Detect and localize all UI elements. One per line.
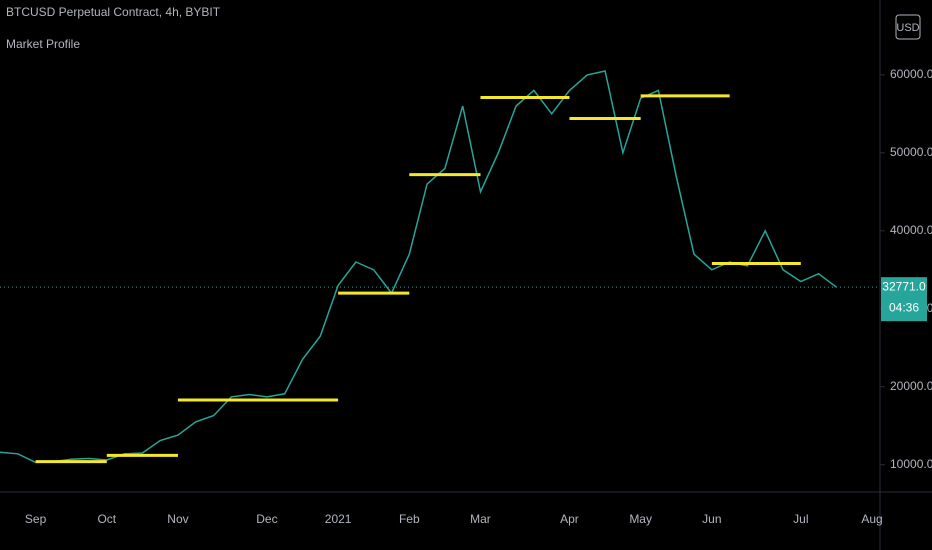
currency-button[interactable] — [895, 14, 921, 40]
x-tick-label: Mar — [470, 512, 491, 526]
y-tick-label: 60000.0 — [890, 67, 932, 81]
y-tick-label: 40000.0 — [890, 223, 932, 237]
x-tick-label: Apr — [560, 512, 579, 526]
x-tick-label: 2021 — [325, 512, 352, 526]
chart-title: BTCUSD Perpetual Contract, 4h, BYBIT — [6, 5, 221, 19]
x-tick-label: Aug — [861, 512, 882, 526]
last-price-label: 32771.0 — [882, 279, 926, 293]
y-tick-label: 10000.0 — [890, 457, 932, 471]
last-price-tag — [881, 277, 927, 322]
currency-label[interactable]: USD — [896, 22, 919, 34]
y-tick-label: 50000.0 — [890, 145, 932, 159]
x-tick-label: May — [629, 512, 652, 526]
x-tick-label: Oct — [97, 512, 116, 526]
y-tick-label: 20000.0 — [890, 379, 932, 393]
price-line — [0, 70, 837, 464]
x-tick-label: Jul — [793, 512, 808, 526]
x-tick-label: Jun — [702, 512, 721, 526]
x-tick-label: Dec — [256, 512, 277, 526]
countdown-label: 04:36 — [889, 300, 919, 314]
x-tick-label: Sep — [25, 512, 47, 526]
x-tick-label: Feb — [399, 512, 420, 526]
x-tick-label: Nov — [167, 512, 188, 526]
indicator-name: Market Profile — [6, 37, 80, 51]
